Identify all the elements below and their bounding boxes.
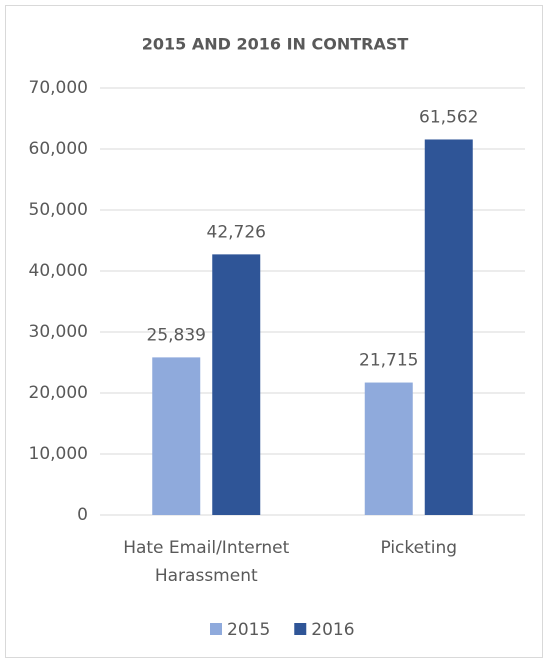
chart-title: 2015 AND 2016 IN CONTRAST (142, 35, 409, 54)
x-tick-label: Picketing (380, 538, 457, 558)
bar (364, 382, 413, 515)
data-label: 61,562 (419, 107, 478, 127)
bar (212, 254, 261, 515)
data-label: 21,715 (359, 351, 418, 371)
y-tick-label: 10,000 (29, 444, 88, 464)
y-tick-label: 70,000 (29, 78, 88, 98)
bar (152, 357, 201, 515)
data-label: 42,726 (207, 222, 266, 242)
legend-swatch (294, 623, 307, 635)
legend-label: 2015 (227, 620, 270, 640)
y-tick-label: 0 (77, 505, 88, 525)
y-tick-label: 20,000 (29, 383, 88, 403)
legend-swatch (210, 623, 222, 635)
x-tick-label: Hate Email/Internet Harassment (123, 538, 289, 586)
bar (424, 139, 473, 515)
y-tick-label: 50,000 (29, 200, 88, 220)
y-tick-label: 60,000 (29, 139, 88, 159)
y-tick-label: 30,000 (29, 322, 88, 342)
data-label: 25,839 (147, 325, 206, 345)
y-tick-label: 40,000 (29, 261, 88, 281)
legend-label: 2016 (311, 620, 354, 640)
